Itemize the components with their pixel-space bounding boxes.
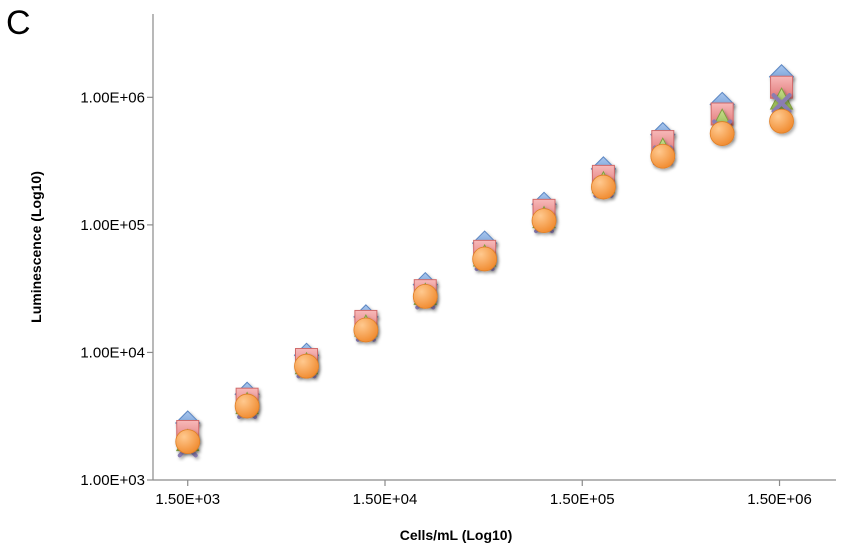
y-tick-label: 1.00E+05 <box>80 217 145 234</box>
x-tick-label: 1.50E+04 <box>353 491 418 508</box>
x-tick-label: 1.50E+03 <box>155 491 220 508</box>
x-tick-label: 1.50E+05 <box>550 491 615 508</box>
circle-point <box>412 284 438 309</box>
panel-letter: C <box>6 4 31 42</box>
x-point <box>771 93 792 114</box>
circle-point <box>294 353 319 379</box>
x-axis-title: Cells/mL (Log10) <box>400 527 513 543</box>
y-ticks: 1.00E+03 1.00E+04 1.00E+05 1.00E+06 <box>80 89 153 489</box>
circle-point <box>709 121 735 146</box>
circle-point <box>769 108 794 134</box>
circle-point <box>353 317 379 343</box>
circle-point <box>175 429 201 455</box>
y-axis-title: Luminescence (Log10) <box>28 171 44 323</box>
circle-point <box>234 393 260 419</box>
x-ticks: 1.50E+03 1.50E+04 1.50E+05 1.50E+06 <box>155 480 812 508</box>
circle-point <box>650 143 676 169</box>
y-tick-label: 1.00E+03 <box>80 472 145 489</box>
circle-point <box>591 174 616 200</box>
circle-point <box>472 246 498 272</box>
y-tick-label: 1.00E+04 <box>80 344 145 361</box>
circle-point <box>531 208 557 234</box>
data-points <box>175 64 795 458</box>
x-tick-label: 1.50E+06 <box>747 491 812 508</box>
y-tick-label: 1.00E+06 <box>80 89 145 106</box>
